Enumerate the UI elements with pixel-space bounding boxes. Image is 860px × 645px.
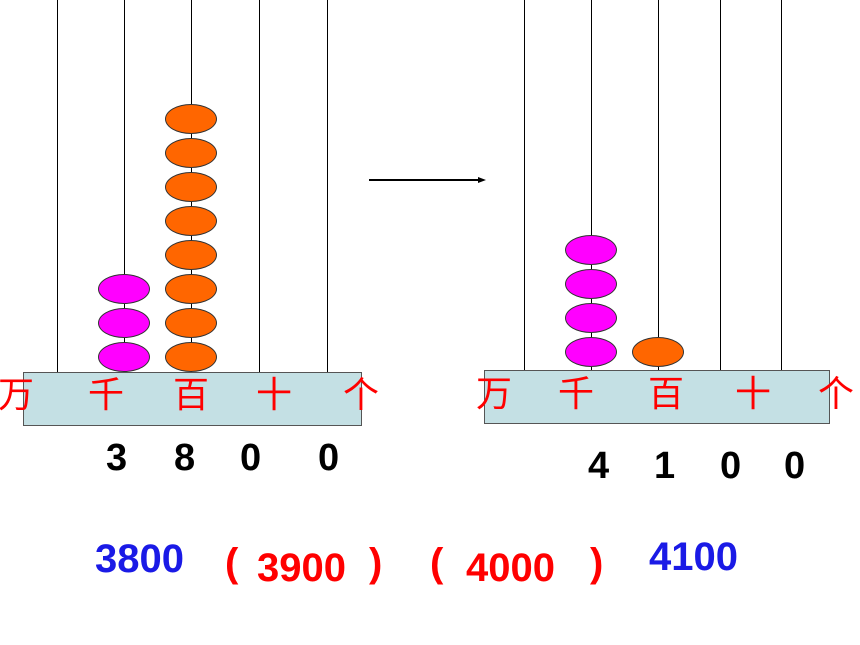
hundreds-bead — [165, 274, 217, 304]
thousands-bead — [565, 235, 617, 265]
thousands-bead — [98, 274, 150, 304]
thousands-bead — [98, 308, 150, 338]
digit-tens: 0 — [240, 437, 262, 479]
digit-ones: 0 — [318, 437, 340, 479]
digit-tens: 0 — [720, 445, 742, 487]
place-label-ones: 个 — [818, 374, 855, 415]
open-paren: ( — [225, 541, 239, 585]
open-paren: ( — [430, 541, 444, 585]
place-label-ten-thousands: 万 — [0, 375, 35, 416]
place-label-tens: 十 — [735, 374, 772, 415]
abacus-base — [23, 372, 362, 426]
hundreds-bead — [165, 308, 217, 338]
rod-ones — [327, 0, 328, 372]
place-label-hundreds: 百 — [648, 374, 685, 415]
answer-blank: 3900 — [257, 546, 346, 590]
thousands-bead — [565, 337, 617, 367]
place-label-thousands: 千 — [558, 374, 595, 415]
answer-blank: 4000 — [466, 546, 555, 590]
hundreds-bead — [632, 337, 684, 367]
rod-tens — [720, 0, 721, 370]
hundreds-bead — [165, 206, 217, 236]
thousands-bead — [565, 303, 617, 333]
rod-tens — [259, 0, 260, 372]
digit-thousands: 4 — [588, 445, 610, 487]
hundreds-bead — [165, 240, 217, 270]
place-label-ten-thousands: 万 — [476, 374, 513, 415]
thousands-bead — [98, 342, 150, 372]
digit-hundreds: 8 — [174, 437, 196, 479]
rod-ones — [781, 0, 782, 370]
place-label-thousands: 千 — [88, 375, 125, 416]
hundreds-bead — [165, 104, 217, 134]
place-label-ones: 个 — [343, 375, 380, 416]
place-label-hundreds: 百 — [173, 375, 210, 416]
close-paren: ) — [590, 541, 604, 585]
digit-thousands: 3 — [106, 437, 128, 479]
rod-thousands — [124, 0, 125, 372]
digit-ones: 0 — [784, 445, 806, 487]
rod-hundreds — [658, 0, 659, 370]
hundreds-bead — [165, 138, 217, 168]
place-label-tens: 十 — [256, 375, 293, 416]
thousands-bead — [565, 269, 617, 299]
right-arrow-icon — [369, 177, 486, 183]
hundreds-bead — [165, 342, 217, 372]
rod-ten-thousands — [57, 0, 58, 372]
sequence-end: 4100 — [649, 535, 738, 579]
abacus-base — [484, 370, 830, 424]
hundreds-bead — [165, 172, 217, 202]
sequence-start: 3800 — [95, 537, 184, 581]
digit-hundreds: 1 — [654, 445, 676, 487]
close-paren: ) — [369, 541, 383, 585]
rod-ten-thousands — [524, 0, 525, 370]
rod-thousands — [591, 0, 592, 370]
